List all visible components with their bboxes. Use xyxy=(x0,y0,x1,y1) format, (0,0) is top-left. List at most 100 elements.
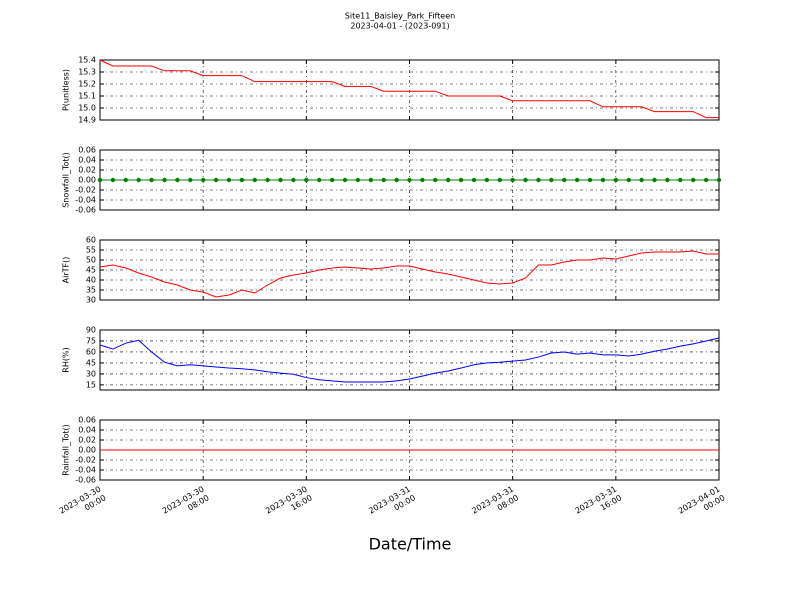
data-point xyxy=(497,177,502,183)
y-tick-label: 15.1 xyxy=(78,92,96,101)
y-tick-label: -0.02 xyxy=(75,456,96,465)
data-point xyxy=(123,177,128,183)
data-point xyxy=(433,177,438,183)
data-point xyxy=(716,177,722,183)
y-tick-label: 30 xyxy=(86,296,96,305)
data-point xyxy=(97,177,103,183)
y-tick-label: -0.04 xyxy=(75,196,96,205)
y-tick-label: 0.06 xyxy=(78,146,96,155)
data-point xyxy=(317,177,322,183)
data-point xyxy=(600,177,606,183)
data-point xyxy=(188,177,193,183)
data-point xyxy=(136,177,141,183)
data-point xyxy=(613,177,619,183)
data-line xyxy=(99,59,719,119)
data-point xyxy=(562,177,567,183)
data-point xyxy=(458,177,464,183)
y-axis-label: Rainfall_Tot() xyxy=(62,424,71,476)
y-tick-label: 15 xyxy=(86,380,96,389)
x-tick-label: 2023-03-3108:00 xyxy=(470,484,520,524)
y-axis-label: P(unitless) xyxy=(62,69,71,111)
y-tick-label: -0.02 xyxy=(75,186,96,195)
data-point xyxy=(110,177,116,183)
y-tick-label: 15.4 xyxy=(78,56,96,65)
x-tick-label: 2023-03-3116:00 xyxy=(573,484,623,524)
y-tick-label: 45 xyxy=(86,358,96,367)
data-point xyxy=(355,177,361,183)
data-point xyxy=(342,177,348,183)
y-tick-label: 60 xyxy=(86,236,96,245)
data-point xyxy=(394,177,399,183)
data-point xyxy=(574,177,580,183)
chart-subtitle: 2023-04-01 - (2023-091) xyxy=(350,22,449,31)
y-tick-label: 15.0 xyxy=(78,104,96,113)
data-point xyxy=(304,177,309,183)
y-tick-label: 15.2 xyxy=(78,80,96,89)
y-tick-label: 60 xyxy=(86,347,96,356)
y-tick-label: 55 xyxy=(86,246,96,255)
y-tick-label: 0.00 xyxy=(78,446,96,455)
data-point xyxy=(226,177,232,183)
data-point xyxy=(200,177,206,183)
data-point xyxy=(652,177,657,183)
data-line xyxy=(99,250,719,298)
y-axis-label: Snowfall_Tot() xyxy=(62,152,71,208)
data-point xyxy=(549,177,554,183)
y-tick-label: 30 xyxy=(86,369,96,378)
y-tick-label: 40 xyxy=(86,276,96,285)
data-point xyxy=(536,177,541,183)
data-point xyxy=(484,177,490,183)
y-tick-label: 75 xyxy=(86,336,96,345)
x-tick-label: 2023-03-3008:00 xyxy=(161,484,211,524)
y-tick-label: 0.02 xyxy=(78,166,96,175)
y-tick-label: -0.06 xyxy=(75,206,96,215)
data-point xyxy=(175,177,180,183)
y-tick-label: 0.00 xyxy=(78,176,96,185)
data-point xyxy=(407,177,412,183)
y-axis-label: AirTF() xyxy=(62,257,71,284)
data-point xyxy=(239,177,245,183)
y-tick-label: 0.04 xyxy=(78,426,96,435)
data-point xyxy=(278,177,283,183)
y-tick-label: 14.9 xyxy=(78,116,96,125)
data-point xyxy=(587,177,593,183)
data-point xyxy=(162,177,167,183)
data-point xyxy=(291,177,296,183)
y-tick-label: 0.02 xyxy=(78,436,96,445)
data-point xyxy=(420,177,425,183)
chart-title: Site11_Baisley_Park_Fifteen xyxy=(345,12,455,21)
data-point xyxy=(639,177,644,183)
y-tick-label: 35 xyxy=(86,286,96,295)
y-tick-label: -0.06 xyxy=(75,476,96,485)
y-axis-label: RH(%) xyxy=(62,347,71,372)
data-point xyxy=(329,177,335,183)
data-point xyxy=(381,177,386,183)
x-tick-label: 2023-03-3100:00 xyxy=(367,484,417,524)
data-point xyxy=(445,177,451,183)
y-tick-label: 50 xyxy=(86,256,96,265)
x-tick-label: 2023-03-3000:00 xyxy=(57,484,107,524)
y-tick-label: -0.04 xyxy=(75,466,96,475)
data-point xyxy=(626,177,631,183)
data-point xyxy=(252,177,257,183)
data-point xyxy=(665,177,670,183)
y-tick-label: 15.3 xyxy=(78,68,96,77)
x-tick-label: 2023-03-3016:00 xyxy=(264,484,314,524)
data-point xyxy=(471,177,477,183)
data-point xyxy=(213,177,219,183)
data-point xyxy=(691,177,696,183)
y-tick-label: 90 xyxy=(86,326,96,335)
data-point xyxy=(368,177,374,183)
data-line xyxy=(99,337,720,383)
y-tick-label: 0.04 xyxy=(78,156,96,165)
data-point xyxy=(703,177,709,183)
x-tick-label: 2023-04-0100:00 xyxy=(676,484,726,524)
y-tick-label: 0.06 xyxy=(78,416,96,425)
data-point xyxy=(149,177,154,183)
x-axis-label: Date/Time xyxy=(369,535,452,554)
data-point xyxy=(678,177,683,183)
data-point xyxy=(265,177,270,183)
data-point xyxy=(510,177,515,183)
